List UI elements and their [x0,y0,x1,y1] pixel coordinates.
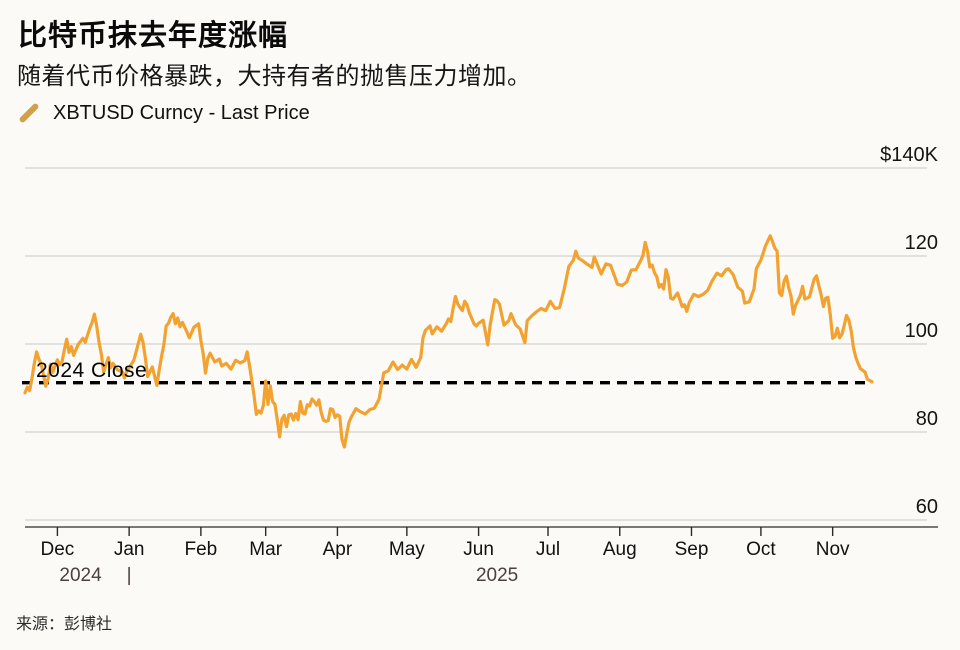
reference-line-label: 2024 Close [36,359,148,382]
price-series-line [23,234,874,449]
legend-series-label: XBTUSD Curncy - Last Price [53,101,310,124]
y-axis-label: 120 [905,232,938,254]
x-axis-month-label: Jan [114,539,145,560]
page-title: 比特币抹去年度涨幅 [18,20,289,52]
x-axis-month-label: Jul [536,539,560,560]
legend: XBTUSD Curncy - Last Price [16,101,310,125]
x-axis-month-label: Mar [249,539,282,560]
page-subtitle: 随着代币价格暴跌，大持有者的抛售压力增加。 [17,63,532,90]
y-axis-label: 80 [916,408,938,430]
x-axis-month-label: Oct [746,539,776,560]
x-axis-year-label: | [127,565,132,586]
y-axis-label: 60 [916,496,938,518]
x-axis-year-label: 2024 [59,565,102,586]
source-note: 来源：彭博社 [16,616,113,633]
x-axis-month-label: Aug [603,539,637,560]
x-axis-month-label: May [389,539,425,560]
x-axis-month-label: Jun [463,539,494,560]
x-axis-month-label: Dec [41,539,75,560]
x-axis-month-label: Apr [323,539,353,560]
y-axis-label: 100 [905,320,938,342]
x-axis-year-label: 2025 [476,565,518,586]
x-axis-month-label: Nov [816,539,850,560]
x-axis-month-label: Feb [185,539,218,560]
y-axis-label: $140K [880,144,938,166]
x-axis-month-label: Sep [675,539,709,560]
